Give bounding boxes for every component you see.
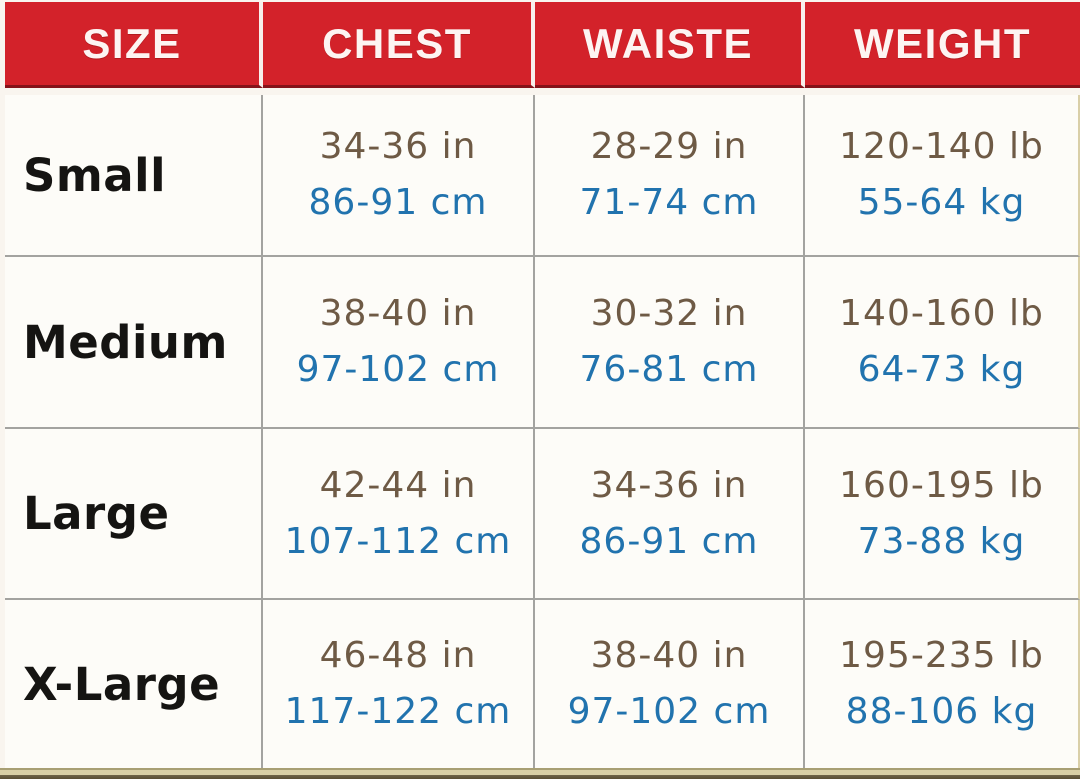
- row-large-waiste-cell: 34-36 in 86-91 cm: [535, 429, 805, 600]
- header-cell-chest: CHEST: [263, 2, 535, 88]
- header-cell-weight: WEIGHT: [805, 2, 1080, 88]
- row-large-weight-cell: 160-195 lb 73-88 kg: [805, 429, 1080, 600]
- waiste-inches-value: 34-36 in: [590, 464, 748, 506]
- chest-inches-value: 42-44 in: [319, 464, 477, 506]
- waiste-cm-value: 86-91 cm: [579, 520, 759, 562]
- waiste-cm-value: 97-102 cm: [567, 691, 771, 732]
- row-medium-size-cell: Medium: [5, 257, 263, 429]
- weight-lb-value: 195-235 lb: [839, 635, 1044, 677]
- row-medium-waiste-cell: 30-32 in 76-81 cm: [535, 257, 805, 429]
- size-label: Small: [23, 148, 167, 202]
- row-medium-chest-cell: 38-40 in 97-102 cm: [263, 257, 535, 429]
- chest-inches-value: 34-36 in: [319, 126, 477, 168]
- chest-inches-value: 46-48 in: [319, 635, 477, 677]
- row-small-weight-cell: 120-140 lb 55-64 kg: [805, 95, 1080, 257]
- weight-kg-value: 55-64 kg: [857, 182, 1026, 223]
- row-xlarge-size-cell: X-Large: [5, 600, 263, 768]
- waiste-inches-value: 30-32 in: [590, 293, 748, 335]
- chest-cm-value: 86-91 cm: [308, 182, 488, 223]
- chest-cm-value: 107-112 cm: [284, 520, 512, 562]
- table-body: Small 34-36 in 86-91 cm 28-29 in 71-74 c…: [5, 95, 1080, 768]
- header-label-weight: WEIGHT: [854, 19, 1031, 67]
- weight-lb-value: 160-195 lb: [839, 464, 1044, 506]
- weight-lb-value: 120-140 lb: [839, 126, 1044, 168]
- size-label: Large: [23, 487, 170, 540]
- row-small-size-cell: Small: [5, 95, 263, 257]
- size-chart-table: SIZE CHEST WAISTE WEIGHT Small 34-36 in …: [5, 2, 1080, 768]
- header-label-chest: CHEST: [322, 19, 472, 67]
- header-cell-size: SIZE: [5, 2, 263, 88]
- row-small-waiste-cell: 28-29 in 71-74 cm: [535, 95, 805, 257]
- row-large-size-cell: Large: [5, 429, 263, 600]
- waiste-inches-value: 28-29 in: [590, 126, 748, 168]
- table-header-row: SIZE CHEST WAISTE WEIGHT: [5, 2, 1080, 88]
- weight-lb-value: 140-160 lb: [839, 293, 1044, 335]
- waiste-cm-value: 76-81 cm: [579, 349, 759, 390]
- row-xlarge-chest-cell: 46-48 in 117-122 cm: [263, 600, 535, 768]
- chest-cm-value: 97-102 cm: [296, 349, 500, 390]
- weight-kg-value: 64-73 kg: [857, 349, 1026, 390]
- weight-kg-value: 73-88 kg: [857, 520, 1026, 562]
- waiste-cm-value: 71-74 cm: [579, 182, 759, 223]
- row-xlarge-waiste-cell: 38-40 in 97-102 cm: [535, 600, 805, 768]
- bottom-border-strip: [0, 768, 1080, 779]
- row-medium-weight-cell: 140-160 lb 64-73 kg: [805, 257, 1080, 429]
- header-label-size: SIZE: [82, 19, 182, 67]
- size-label: X-Large: [23, 657, 221, 711]
- row-large-chest-cell: 42-44 in 107-112 cm: [263, 429, 535, 600]
- size-label: Medium: [23, 315, 228, 369]
- row-xlarge-weight-cell: 195-235 lb 88-106 kg: [805, 600, 1080, 768]
- row-small-chest-cell: 34-36 in 86-91 cm: [263, 95, 535, 257]
- weight-kg-value: 88-106 kg: [845, 691, 1038, 732]
- chest-inches-value: 38-40 in: [319, 293, 477, 335]
- header-cell-waiste: WAISTE: [535, 2, 805, 88]
- chest-cm-value: 117-122 cm: [284, 691, 512, 732]
- waiste-inches-value: 38-40 in: [590, 635, 748, 677]
- header-label-waiste: WAISTE: [582, 19, 753, 67]
